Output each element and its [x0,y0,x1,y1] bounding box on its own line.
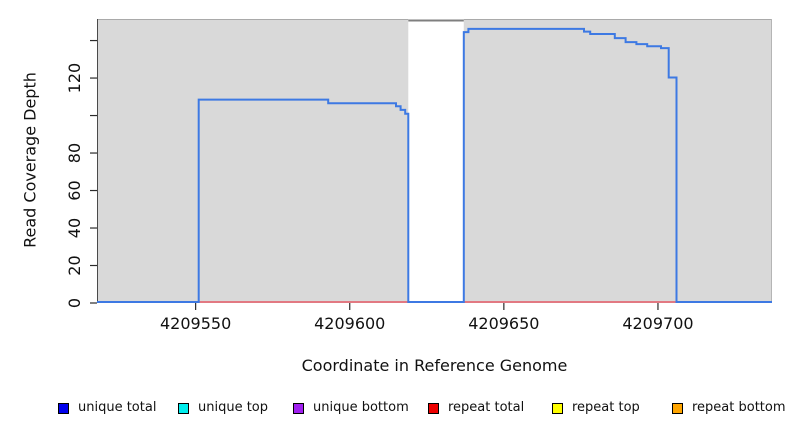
legend-swatch-icon [552,402,563,414]
y-tick-label: 20 [65,255,84,275]
y-axis-title: Read Coverage Depth [20,72,40,248]
legend-swatch-icon [293,402,304,414]
series-unique-total [97,27,772,303]
y-tick-label: 60 [65,180,84,200]
y-tick-label: 80 [65,143,84,163]
legend-swatch-icon [428,402,439,414]
legend-label: repeat bottom [692,400,786,415]
legend-label: repeat top [572,400,640,415]
legend-swatch-icon [58,402,69,414]
legend-label: unique total [78,400,157,415]
legend-swatch-icon [672,402,683,414]
legend-item-unique-total: unique total [58,400,156,416]
y-tick-label: 40 [65,218,84,238]
legend-label: unique bottom [313,400,409,415]
legend-label: unique top [198,400,269,415]
x-tick-label: 4209700 [622,314,693,333]
legend-item-repeat-total: repeat total [428,400,524,416]
alignment-gap-band [408,19,464,303]
x-tick-label: 4209650 [468,314,539,333]
y-tick-label: 0 [65,298,84,308]
legend-item-repeat-top: repeat top [552,400,640,416]
legend-item-repeat-bottom: repeat bottom [672,400,786,416]
x-tick-label: 4209550 [160,314,231,333]
x-tick-label: 4209600 [314,314,385,333]
legend-swatch-icon [178,402,189,414]
plot-canvas [97,19,772,303]
plot-area [97,19,772,303]
legend-item-unique-bottom: unique bottom [293,400,409,416]
y-tick-label: 120 [65,63,84,94]
x-axis-title: Coordinate in Reference Genome [301,356,568,375]
legend-item-unique-top: unique top [178,400,268,416]
legend-label: repeat total [448,400,525,415]
